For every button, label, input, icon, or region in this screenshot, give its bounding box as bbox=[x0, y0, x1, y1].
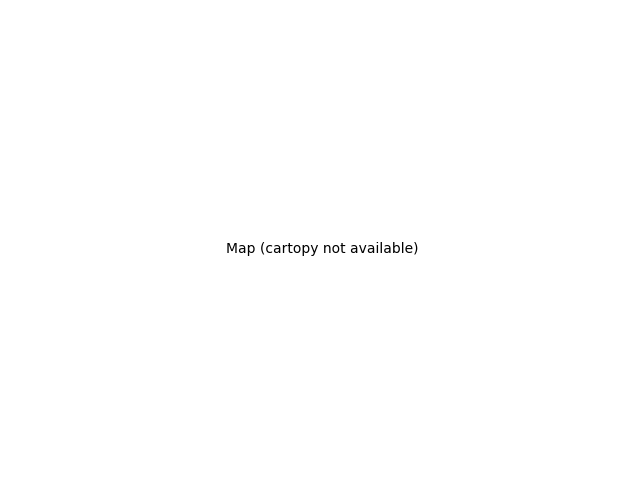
Text: Map (cartopy not available): Map (cartopy not available) bbox=[225, 243, 418, 256]
